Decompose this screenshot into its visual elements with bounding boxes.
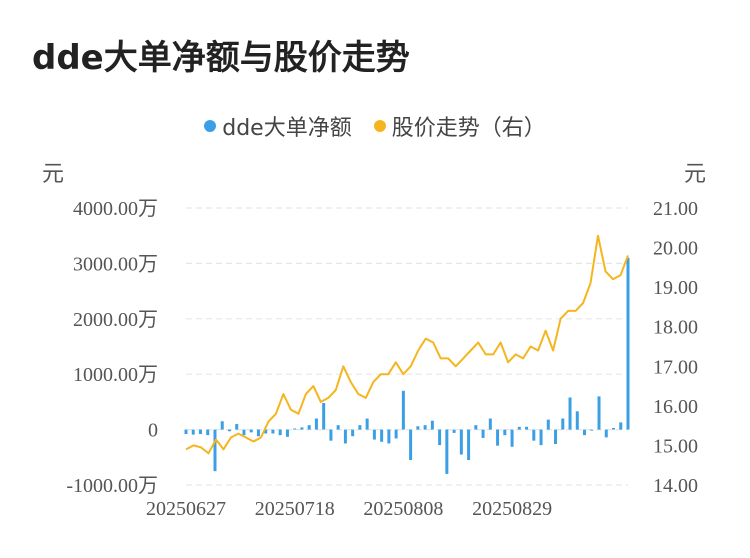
dde-bar [452, 429, 456, 433]
dde-bar [626, 257, 630, 430]
dde-bar [271, 429, 275, 434]
chart-title: dde大单净额与股价走势 [32, 38, 410, 78]
right-tick-label: 16.00 [653, 396, 698, 418]
legend-label-dde: dde大单净额 [222, 116, 352, 141]
right-tick-label: 19.00 [653, 277, 698, 299]
dde-bar [358, 425, 362, 430]
dde-bar [539, 429, 543, 446]
dde-bar [351, 429, 355, 437]
dde-bar [227, 429, 231, 432]
dde-bar [503, 429, 507, 436]
left-tick-label: 4000.00万 [73, 198, 158, 220]
dde-bar [532, 429, 536, 441]
dde-bar [307, 425, 311, 430]
dde-bar [293, 428, 297, 430]
dde-bar [619, 422, 623, 430]
left-tick-label: 1000.00万 [73, 364, 158, 386]
right-tick-label: 15.00 [653, 435, 698, 457]
dde-bar [264, 429, 268, 434]
dde-bar [583, 429, 587, 436]
dde-bar [329, 429, 333, 441]
left-axis-unit: 元 [42, 162, 65, 187]
x-tick-label: 20250718 [255, 498, 335, 520]
dde-bar [430, 420, 434, 430]
legend-label-price: 股价走势（右） [391, 116, 546, 141]
dde-bar [206, 429, 210, 436]
dde-bar [235, 424, 239, 430]
dde-bar [517, 426, 521, 430]
dde-bar [220, 421, 224, 430]
dde-bar [416, 426, 420, 430]
dde-bar [496, 429, 500, 446]
dde-bar [198, 429, 202, 435]
dde-bar [285, 429, 289, 437]
dde-bar [278, 429, 282, 436]
left-tick-label: 0 [148, 420, 158, 442]
right-tick-label: 17.00 [653, 356, 698, 378]
dde-bar [322, 403, 326, 430]
dde-bar [467, 429, 471, 461]
x-tick-label: 20250808 [363, 498, 443, 520]
dde-bar [213, 429, 217, 472]
right-tick-label: 21.00 [653, 198, 698, 220]
dde-bar [387, 429, 391, 444]
dde-bar [568, 397, 572, 430]
dde-bar [409, 429, 413, 461]
dde-bar [488, 418, 492, 430]
dde-bar [554, 429, 558, 445]
legend-item-dde[interactable]: dde大单净额 [204, 110, 352, 142]
dde-bar [191, 429, 195, 435]
x-tick-label: 20250829 [472, 498, 552, 520]
dde-bar [546, 419, 550, 430]
left-tick-label: 3000.00万 [73, 253, 158, 275]
right-axis-unit: 元 [684, 162, 707, 187]
legend-dot-price-icon [373, 120, 386, 132]
left-tick-label: 2000.00万 [73, 309, 158, 331]
dde-bar [184, 429, 188, 435]
dde-bar [590, 429, 594, 431]
dde-bar [401, 390, 405, 430]
dde-bar [481, 429, 485, 438]
dde-bar [380, 429, 384, 442]
dde-bar [300, 427, 304, 430]
dde-bar [561, 418, 565, 430]
price-line [185, 234, 629, 455]
right-tick-label: 14.00 [653, 475, 698, 497]
dde-bar [612, 427, 616, 430]
legend: dde大单净额 股价走势（右） [0, 110, 750, 142]
dde-bar [394, 429, 398, 439]
left-tick-label: -1000.00万 [66, 475, 158, 497]
dde-bar [510, 429, 514, 447]
dde-bar [249, 429, 253, 433]
legend-item-price[interactable]: 股价走势（右） [373, 110, 546, 142]
dde-bar [438, 429, 442, 446]
dde-bar [445, 429, 449, 474]
dde-bar [336, 425, 340, 430]
x-tick-label: 20250627 [146, 498, 226, 520]
dde-bar [365, 418, 369, 430]
dde-bar [474, 425, 478, 430]
dde-bar [575, 411, 579, 430]
dde-bar [597, 396, 601, 430]
dde-bar [423, 425, 427, 430]
dde-bar [314, 418, 318, 430]
dde-bar [242, 429, 246, 436]
dde-bar [525, 426, 529, 430]
dde-bar [604, 429, 608, 438]
right-tick-label: 18.00 [653, 317, 698, 339]
dde-bar [372, 429, 376, 440]
legend-dot-dde-icon [204, 120, 217, 132]
dde-bar [459, 429, 463, 455]
dde-bar [343, 429, 347, 444]
dde-bar [256, 429, 260, 437]
right-tick-label: 20.00 [653, 238, 698, 260]
